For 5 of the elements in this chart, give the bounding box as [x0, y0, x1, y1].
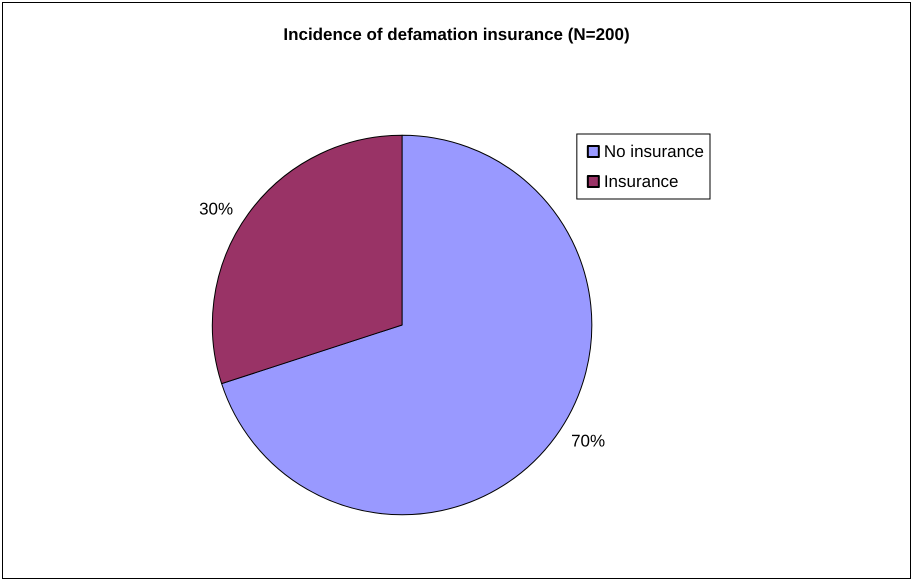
legend-label: No insurance: [604, 142, 704, 161]
legend-label: Insurance: [604, 172, 679, 191]
data-label: 30%: [199, 199, 234, 218]
chart-title: Incidence of defamation insurance (N=200): [283, 25, 630, 44]
data-label: 70%: [571, 432, 606, 451]
